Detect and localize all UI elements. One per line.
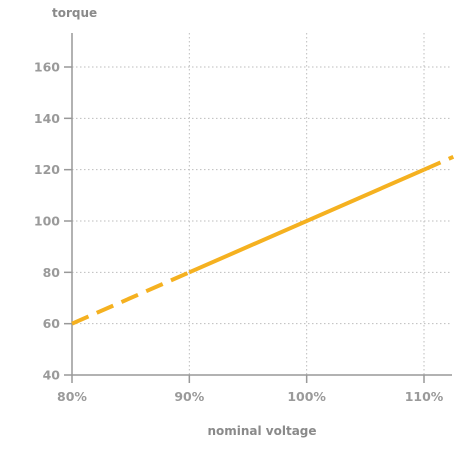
y-tick-label: 100 <box>34 214 60 229</box>
series-line-dashed-low <box>71 270 191 326</box>
x-tick-label: 80% <box>57 389 87 404</box>
y-tick-label: 140 <box>34 111 60 126</box>
y-tick-label: 80 <box>43 265 61 280</box>
series-line-solid <box>188 167 425 275</box>
x-tick-label: 90% <box>174 389 204 404</box>
y-tick-label: 60 <box>43 316 61 331</box>
series-line-dashed-high <box>423 155 455 172</box>
y-tick-label: 40 <box>43 368 61 383</box>
ticks: 40 60 80 100 120 140 160 80% 90% 100% 110% <box>34 60 444 405</box>
y-tick-label: 160 <box>34 60 60 75</box>
y-tick-label: 120 <box>34 162 60 177</box>
x-axis-label: nominal voltage <box>207 424 316 438</box>
y-axis-label: torque <box>52 6 97 20</box>
series <box>71 155 455 326</box>
x-tick-label: 110% <box>405 389 444 404</box>
x-tick-label: 100% <box>287 389 326 404</box>
grid <box>72 33 452 375</box>
axes <box>71 33 452 376</box>
